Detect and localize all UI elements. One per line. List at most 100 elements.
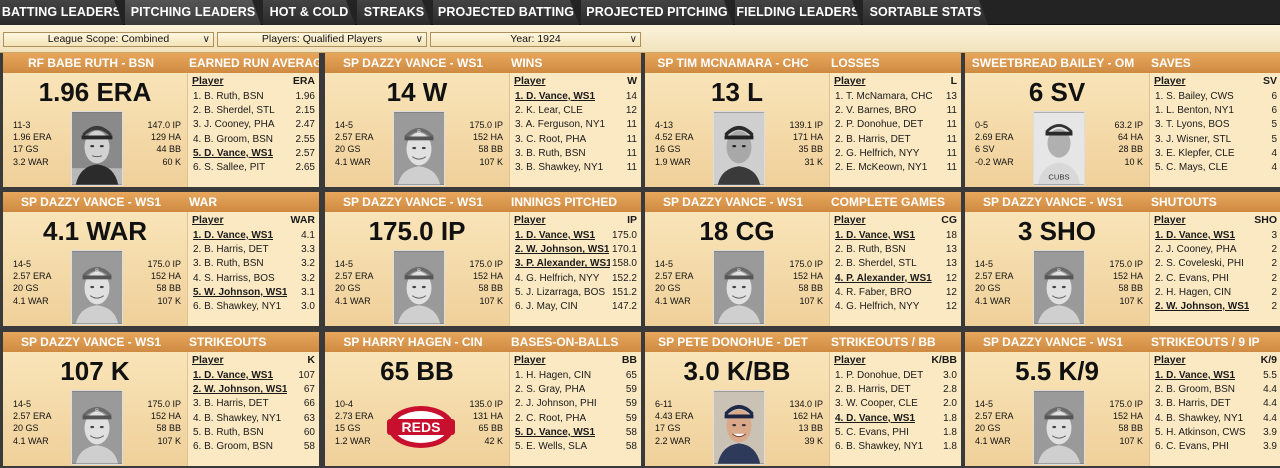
- leader-row[interactable]: 1. D. Vance, WS1 18: [830, 229, 961, 244]
- leader-name[interactable]: 6. S. Sallee, PIT: [193, 161, 266, 173]
- leader-row[interactable]: 1. B. Ruth, BSN 1.96: [188, 90, 319, 105]
- leader-row[interactable]: 2. B. Ruth, BSN 13: [830, 243, 961, 258]
- leader-row[interactable]: 6. B. Groom, BSN 58: [188, 439, 319, 455]
- stat-column-header[interactable]: BB: [621, 354, 637, 366]
- stat-column-header[interactable]: K: [307, 354, 315, 366]
- stat-column-header[interactable]: K/BB: [931, 354, 957, 366]
- leader-name[interactable]: 2. B. Sherdel, STL: [193, 105, 275, 117]
- leaders-table-header[interactable]: Player K: [188, 352, 319, 369]
- leader-name[interactable]: 3. B. Harris, DET: [1155, 398, 1231, 410]
- leader-name[interactable]: 2. W. Johnson, WS1: [1155, 300, 1250, 312]
- stat-column-header[interactable]: SV: [1262, 75, 1277, 87]
- leader-name[interactable]: 3. B. Shawkey, NY1: [515, 161, 604, 173]
- leader-row[interactable]: 2. B. Harris, DET 11: [830, 132, 961, 147]
- leader-row[interactable]: 3. B. Shawkey, NY1 11: [510, 160, 641, 176]
- stat-column-header[interactable]: IP: [627, 214, 637, 226]
- leader-name[interactable]: 2. J. Cooney, PHA: [1155, 244, 1237, 256]
- leader-name[interactable]: 3. J. Wisner, STL: [1155, 133, 1232, 145]
- tab-sortable-stats[interactable]: SORTABLE STATS: [863, 0, 988, 25]
- leader-row[interactable]: 5. D. Vance, WS1 58: [510, 425, 641, 440]
- leader-name[interactable]: 5. C. Mays, CLE: [1155, 161, 1228, 173]
- leader-row[interactable]: 2. E. McKeown, NY1 11: [830, 160, 961, 176]
- leader-player-name[interactable]: SP DAZZY VANCE - WS1: [982, 195, 1124, 209]
- leader-name[interactable]: 3. W. Cooper, CLE: [835, 398, 918, 410]
- leader-row[interactable]: 2. K. Lear, CLE 12: [510, 104, 641, 119]
- leader-name[interactable]: 1. D. Vance, WS1: [1155, 370, 1236, 381]
- leaders-table-header[interactable]: Player WAR: [188, 212, 319, 229]
- leaders-table-header[interactable]: Player SHO: [1150, 212, 1280, 229]
- leader-row[interactable]: 2. B. Harris, DET 3.3: [188, 243, 319, 258]
- leader-row[interactable]: 2. B. Sherdel, STL 2.15: [188, 104, 319, 119]
- leader-player-name[interactable]: SP HARRY HAGEN - CIN: [343, 335, 483, 349]
- stat-column-header[interactable]: CG: [941, 214, 957, 226]
- player-column-header[interactable]: Player: [192, 75, 224, 87]
- tab-streaks[interactable]: STREAKS: [357, 0, 431, 25]
- leader-name[interactable]: 4. G. Helfrich, NYY: [835, 300, 920, 312]
- leader-name[interactable]: 2. G. Helfrich, NYY: [835, 147, 920, 159]
- leader-row[interactable]: 3. B. Ruth, BSN 11: [510, 146, 641, 161]
- player-column-header[interactable]: Player: [1154, 214, 1186, 226]
- leader-row[interactable]: 1. L. Benton, NY1 6: [1150, 104, 1280, 119]
- leader-name[interactable]: 2. S. Coveleski, PHI: [1155, 258, 1244, 270]
- leader-row[interactable]: 2. V. Barnes, BRO 11: [830, 104, 961, 119]
- leader-row[interactable]: 2. J. Cooney, PHA 2: [1150, 243, 1280, 258]
- leader-name[interactable]: 3. C. Root, PHA: [515, 133, 587, 145]
- leader-row[interactable]: 1. T. McNamara, CHC 13: [830, 90, 961, 105]
- leader-player-name[interactable]: SP DAZZY VANCE - WS1: [982, 335, 1124, 349]
- leader-row[interactable]: 2. S. Coveleski, PHI 2: [1150, 257, 1280, 272]
- leader-row[interactable]: 2. B. Groom, BSN 4.4: [1150, 383, 1280, 398]
- tab-batting-leaders[interactable]: BATTING LEADERS: [0, 0, 123, 25]
- leader-name[interactable]: 2. K. Lear, CLE: [515, 105, 583, 117]
- leader-row[interactable]: 4. B. Groom, BSN 2.55: [188, 132, 319, 147]
- leader-name[interactable]: 3. A. Ferguson, NY1: [515, 119, 606, 131]
- leader-name[interactable]: 1. H. Hagen, CIN: [515, 370, 592, 381]
- leader-row[interactable]: 4. R. Faber, BRO 12: [830, 285, 961, 300]
- leader-row[interactable]: 2. C. Root, PHA 59: [510, 411, 641, 426]
- leader-player-name[interactable]: SP PETE DONOHUE - DET: [658, 335, 808, 349]
- stat-column-header[interactable]: ERA: [292, 75, 315, 87]
- leader-player-name[interactable]: SP DAZZY VANCE - WS1: [20, 335, 162, 349]
- leader-name[interactable]: 4. R. Faber, BRO: [835, 286, 912, 298]
- leader-row[interactable]: 3. B. Ruth, BSN 3.2: [188, 257, 319, 272]
- leader-row[interactable]: 5. J. Lizarraga, BOS 151.2: [510, 285, 641, 300]
- leader-row[interactable]: 1. P. Donohue, DET 3.0: [830, 369, 961, 384]
- leader-row[interactable]: 2. G. Helfrich, NYY 11: [830, 146, 961, 161]
- stat-column-header[interactable]: W: [627, 75, 637, 87]
- leader-name[interactable]: 2. B. Harris, DET: [835, 133, 911, 145]
- tab-fielding-leaders[interactable]: FIELDING LEADERS: [735, 0, 861, 25]
- leaders-table-header[interactable]: Player L: [830, 73, 961, 90]
- leader-name[interactable]: 1. P. Donohue, DET: [835, 370, 924, 381]
- stat-column-header[interactable]: L: [950, 75, 957, 87]
- leader-name[interactable]: 5. D. Vance, WS1: [193, 147, 274, 159]
- leader-row[interactable]: 2. J. Johnson, PHI 59: [510, 397, 641, 412]
- player-column-header[interactable]: Player: [192, 354, 224, 366]
- stat-column-header[interactable]: WAR: [290, 214, 316, 226]
- leader-name[interactable]: 5. W. Johnson, WS1: [193, 286, 288, 298]
- leader-row[interactable]: 1. D. Vance, WS1 107: [188, 369, 319, 384]
- leader-row[interactable]: 3. J. Wisner, STL 5: [1150, 132, 1280, 147]
- leader-row[interactable]: 3. A. Ferguson, NY1 11: [510, 118, 641, 133]
- leader-name[interactable]: 4. P. Alexander, WS1: [835, 272, 932, 284]
- leader-row[interactable]: 3. E. Klepfer, CLE 4: [1150, 146, 1280, 161]
- leader-row[interactable]: 5. W. Johnson, WS1 3.1: [188, 285, 319, 300]
- leader-row[interactable]: 1. S. Bailey, CWS 6: [1150, 90, 1280, 105]
- leader-name[interactable]: 2. C. Root, PHA: [515, 412, 587, 424]
- leader-name[interactable]: 2. W. Johnson, WS1: [515, 244, 610, 256]
- leader-name[interactable]: 3. B. Ruth, BSN: [193, 258, 264, 270]
- league-scope-dropdown[interactable]: League Scope: Combined ∨: [3, 32, 214, 47]
- leader-row[interactable]: 2. B. Harris, DET 2.8: [830, 383, 961, 398]
- player-column-header[interactable]: Player: [1154, 75, 1186, 87]
- leader-row[interactable]: 1. D. Vance, WS1 5.5: [1150, 369, 1280, 384]
- players-dropdown[interactable]: Players: Qualified Players ∨: [217, 32, 427, 47]
- leader-name[interactable]: 5. C. Evans, PHI: [835, 426, 909, 438]
- leader-row[interactable]: 1. H. Hagen, CIN 65: [510, 369, 641, 384]
- leader-name[interactable]: 5. D. Vance, WS1: [515, 426, 596, 438]
- leaders-table-header[interactable]: Player K/BB: [830, 352, 961, 369]
- player-column-header[interactable]: Player: [514, 75, 546, 87]
- player-column-header[interactable]: Player: [834, 75, 866, 87]
- leader-name[interactable]: 1. D. Vance, WS1: [515, 91, 596, 102]
- leader-row[interactable]: 3. B. Harris, DET 66: [188, 397, 319, 412]
- leader-name[interactable]: 2. B. Ruth, BSN: [835, 244, 906, 256]
- player-column-header[interactable]: Player: [514, 214, 546, 226]
- leader-name[interactable]: 3. J. Cooney, PHA: [193, 119, 275, 131]
